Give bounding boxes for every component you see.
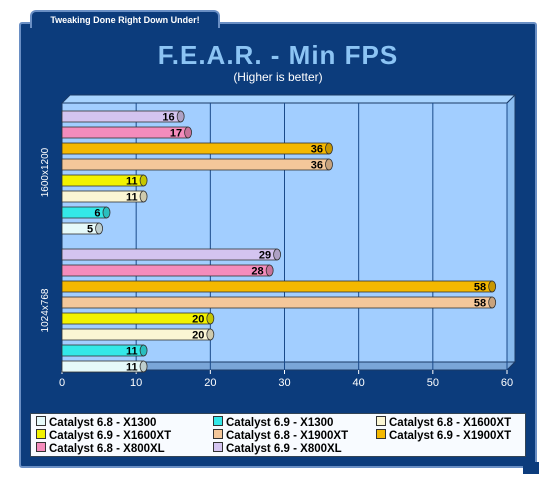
- bar-value-label: 5: [87, 224, 93, 236]
- bar-cap: [265, 264, 274, 277]
- legend-label: Catalyst 6.8 - X1900XT: [226, 430, 349, 442]
- bar-value-label: 17: [170, 128, 182, 140]
- bar: [61, 296, 493, 309]
- bar-cap: [176, 110, 185, 123]
- bar-cap: [139, 344, 148, 357]
- category-label: 1600x1200: [40, 147, 51, 197]
- bar: [61, 222, 100, 235]
- bar-value-label: 20: [192, 330, 204, 342]
- legend-item: Catalyst 6.8 - X800XL: [36, 442, 165, 455]
- bar-cap: [325, 158, 333, 171]
- legend-label: Catalyst 6.9 - X1600XT: [49, 430, 172, 442]
- plot-side-wall: [506, 93, 516, 372]
- bar: [61, 264, 271, 277]
- bar-cap: [139, 190, 148, 203]
- bar: [61, 248, 278, 261]
- bar-value-label: 11: [126, 362, 138, 374]
- legend-item: Catalyst 6.9 - X800XL: [213, 442, 342, 455]
- legend-swatch: [213, 429, 223, 439]
- legend-item: Catalyst 6.8 - X1900XT: [213, 429, 348, 442]
- legend-item: Catalyst 6.8 - X1300: [36, 416, 156, 429]
- legend-label: Catalyst 6.9 - X1900XT: [389, 430, 512, 442]
- bar: [61, 280, 493, 293]
- legend-swatch: [376, 429, 386, 439]
- legend-label: Catalyst 6.8 - X1600XT: [389, 417, 512, 429]
- category-label: 1024x768: [40, 288, 51, 332]
- legend-item: Catalyst 6.9 - X1600XT: [36, 429, 171, 442]
- legend-label: Catalyst 6.8 - X1300: [49, 417, 157, 429]
- legend-swatch: [36, 442, 46, 452]
- bar-value-label: 28: [251, 266, 263, 278]
- x-tick-label: 0: [59, 377, 65, 389]
- legend-swatch: [36, 416, 46, 426]
- bar-cap: [102, 206, 111, 219]
- bar-cap: [139, 360, 148, 373]
- plot-top-wall: [60, 94, 517, 104]
- x-tick-label: 20: [204, 377, 216, 389]
- bar-cap: [95, 222, 103, 235]
- bar-cap: [273, 248, 281, 261]
- bar-value-label: 36: [311, 144, 323, 156]
- x-tick-label: 40: [353, 377, 365, 389]
- bar-cap: [206, 328, 215, 341]
- bar-value-label: 11: [126, 176, 138, 188]
- bar-value-label: 6: [94, 208, 100, 220]
- bar: [61, 158, 330, 171]
- bar-cap: [325, 142, 333, 155]
- x-tick-label: 10: [130, 377, 142, 389]
- bar-value-label: 36: [311, 160, 323, 172]
- x-tick-label: 60: [501, 377, 513, 389]
- bar-value-label: 16: [162, 112, 174, 124]
- chart-subtitle: (Higher is better): [233, 70, 323, 84]
- legend-swatch: [36, 429, 46, 439]
- bar-cap: [488, 296, 497, 309]
- bar-value-label: 29: [259, 250, 271, 262]
- x-tick-label: 50: [427, 377, 439, 389]
- bar-cap: [206, 312, 215, 325]
- legend-label: Catalyst 6.8 - X800XL: [49, 443, 165, 455]
- bar-value-label: 20: [192, 314, 204, 326]
- legend-swatch: [376, 416, 386, 426]
- bar-cap: [488, 280, 497, 293]
- bar: [61, 328, 211, 341]
- bar-cap: [139, 174, 148, 187]
- legend-item: Catalyst 6.9 - X1900XT: [376, 429, 511, 442]
- chart-legend: Catalyst 6.8 - X1300 Catalyst 6.9 - X1300…: [30, 413, 526, 457]
- chart-title: F.E.A.R. - Min FPS: [157, 40, 399, 70]
- bar: [61, 142, 330, 155]
- legend-item: Catalyst 6.9 - X1300: [213, 416, 333, 429]
- bar: [61, 312, 211, 325]
- bar-value-label: 11: [126, 346, 138, 358]
- x-tick-label: 30: [278, 377, 290, 389]
- bar-value-label: 58: [474, 282, 486, 294]
- bar-value-label: 11: [126, 192, 138, 204]
- legend-label: Catalyst 6.9 - X800XL: [226, 443, 342, 455]
- legend-swatch: [213, 442, 223, 452]
- site-banner: Tweaking Done Right Down Under!: [30, 10, 220, 28]
- bar-cap: [184, 126, 192, 139]
- legend-swatch: [213, 416, 223, 426]
- legend-item: Catalyst 6.8 - X1600XT: [376, 416, 511, 429]
- frame-corner: [523, 462, 539, 474]
- bar-value-label: 58: [474, 298, 486, 310]
- legend-label: Catalyst 6.9 - X1300: [226, 417, 334, 429]
